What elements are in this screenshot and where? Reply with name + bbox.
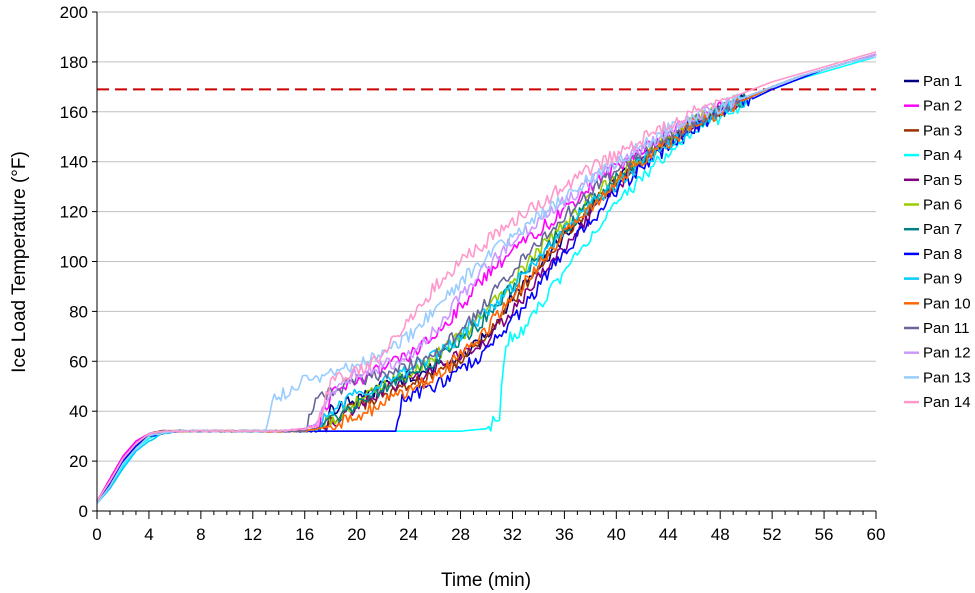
legend-entry-2: Pan 2: [923, 98, 962, 115]
y-tick-label: 20: [69, 452, 88, 471]
x-tick-label: 56: [815, 525, 834, 544]
legend-entry-7: Pan 7: [923, 221, 962, 238]
y-tick-label: 0: [79, 502, 88, 521]
x-tick-label: 36: [555, 525, 574, 544]
x-tick-label: 52: [763, 525, 782, 544]
y-tick-label: 180: [60, 53, 88, 72]
series-line-2: [97, 54, 876, 501]
legend-entry-1: Pan 1: [923, 73, 962, 90]
grid-lines: [97, 12, 876, 461]
legend-entry-9: Pan 9: [923, 271, 962, 288]
legend: Pan 1 Pan 2 Pan 3 Pan 4 Pan 5 Pan 6 Pan 7 Pan 8…: [904, 73, 971, 411]
legend-entry-11: Pan 11: [923, 320, 969, 337]
x-tick-label: 4: [144, 525, 153, 544]
x-tick-label: 60: [867, 525, 886, 544]
x-tick-label: 48: [711, 525, 730, 544]
x-tick-label: 12: [243, 525, 262, 544]
x-tick-label: 44: [659, 525, 678, 544]
y-tick-label: 60: [69, 352, 88, 371]
x-tick-label: 8: [196, 525, 205, 544]
series-group: [97, 52, 876, 504]
y-tick-label: 200: [60, 3, 88, 22]
y-tick-label: 40: [69, 402, 88, 421]
y-axis-label: Ice Load Temperature (°F): [9, 151, 30, 373]
legend-entry-4: Pan 4: [923, 147, 962, 164]
axes: [92, 12, 876, 519]
x-tick-label: 24: [399, 525, 418, 544]
legend-entry-14: Pan 14: [923, 394, 971, 411]
legend-entry-5: Pan 5: [923, 172, 962, 189]
legend-entry-12: Pan 12: [923, 345, 971, 362]
x-tick-label: 20: [347, 525, 366, 544]
x-tick-label: 28: [451, 525, 470, 544]
legend-entry-13: Pan 13: [923, 369, 971, 386]
y-tick-label: 120: [60, 203, 88, 222]
x-axis-label: Time (min): [441, 570, 531, 591]
x-tick-label: 0: [92, 525, 101, 544]
y-tick-label: 100: [60, 253, 88, 272]
legend-entry-10: Pan 10: [923, 295, 971, 312]
y-tick-label: 80: [69, 302, 88, 321]
legend-entry-8: Pan 8: [923, 246, 962, 263]
y-tick-label: 160: [60, 103, 88, 122]
legend-entry-6: Pan 6: [923, 197, 962, 214]
x-tick-label: 40: [607, 525, 626, 544]
x-tick-label: 16: [295, 525, 314, 544]
legend-entry-3: Pan 3: [923, 122, 962, 139]
y-tick-label: 140: [60, 153, 88, 172]
x-tick-label: 32: [503, 525, 522, 544]
